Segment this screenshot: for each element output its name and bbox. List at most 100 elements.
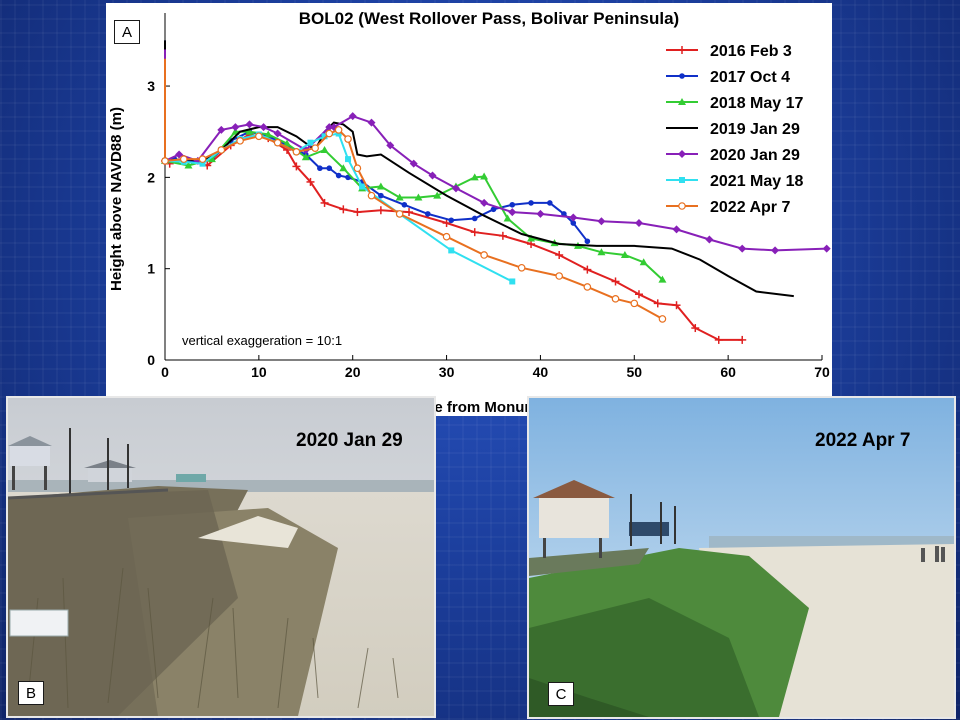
marker-diamond: [480, 198, 489, 207]
marker-open-circle: [480, 251, 488, 259]
marker-diamond: [325, 123, 334, 132]
profile-chart: 0 10 20 30 40 50 60 70 0 1 2 3 BOL02 (West Rollover …: [108, 9, 831, 416]
marker-circle: [570, 220, 577, 226]
y-tick-label: 3: [147, 78, 155, 94]
photo-b-date: 2020 Jan 29: [296, 430, 403, 451]
marker-diamond: [245, 120, 254, 129]
y-tick-label: 2: [147, 169, 155, 185]
marker-circle: [509, 201, 516, 208]
marker-open-circle: [630, 299, 639, 308]
marker-triangle: [480, 172, 489, 180]
series-2022-apr-7: [161, 58, 667, 323]
marker-open-circle: [367, 191, 376, 200]
x-tick-label: 0: [161, 364, 169, 380]
marker-circle: [679, 73, 685, 79]
marker-triangle: [283, 139, 292, 147]
marker-diamond: [259, 123, 268, 132]
marker-plus: [320, 198, 329, 207]
marker-triangle: [414, 193, 423, 201]
marker-diamond: [771, 246, 780, 255]
marker-circle: [561, 211, 567, 217]
marker-open-circle: [334, 126, 343, 134]
marker-diamond: [329, 123, 338, 132]
marker-triangle: [207, 155, 216, 163]
marker-square: [509, 278, 516, 285]
marker-diamond: [231, 123, 240, 132]
y-axis-label: Height above NAVD88 (m): [108, 107, 125, 291]
marker-open-circle: [658, 315, 667, 323]
marker-square: [199, 160, 206, 167]
marker-open-circle: [325, 129, 334, 138]
legend-entry: 2021 May 18: [710, 173, 804, 190]
marker-diamond: [597, 217, 606, 226]
marker-diamond: [634, 219, 643, 228]
series-line: [164, 40, 794, 298]
marker-plus: [498, 231, 507, 240]
marker-open-circle: [161, 157, 169, 165]
marker-circle: [378, 192, 384, 199]
series-line: [164, 58, 663, 320]
marker-circle: [471, 215, 478, 222]
marker-triangle: [503, 214, 512, 222]
photo-2020: 2020 Jan 29 B: [6, 396, 436, 718]
marker-open-circle: [517, 263, 526, 272]
photo-c-date: 2022 Apr 7: [815, 430, 911, 451]
marker-open-circle: [611, 295, 620, 303]
marker-square: [448, 247, 455, 254]
marker-circle: [490, 206, 497, 213]
photo-c-label: C: [548, 682, 574, 706]
photo-b-label: B: [18, 681, 44, 705]
x-tick-label: 60: [720, 364, 736, 380]
x-tick-label: 20: [345, 364, 361, 380]
marker-open-circle: [395, 210, 404, 218]
marker-plus: [306, 177, 315, 186]
dune-photo-2020: [8, 398, 434, 716]
marker-triangle: [620, 250, 629, 258]
series-2018-may-17: [161, 58, 667, 283]
marker-circle: [335, 172, 342, 179]
marker-circle: [401, 201, 408, 208]
marker-circle: [425, 211, 431, 217]
photo-2022: 2022 Apr 7 C: [527, 396, 956, 719]
marker-plus: [376, 206, 385, 215]
marker-circle: [326, 165, 333, 172]
marker-diamond: [367, 118, 376, 127]
marker-diamond: [386, 141, 395, 150]
marker-open-circle: [236, 137, 244, 145]
marker-plus: [634, 290, 643, 299]
marker-plus: [672, 301, 681, 310]
marker-triangle: [264, 130, 273, 138]
x-tick-label: 70: [814, 364, 830, 380]
marker-plus: [678, 46, 686, 54]
marker-open-circle: [255, 132, 263, 141]
marker-open-circle: [555, 272, 564, 280]
marker-open-circle: [583, 283, 592, 291]
marker-diamond: [508, 208, 517, 217]
marker-plus: [653, 299, 662, 308]
marker-triangle: [658, 275, 667, 283]
marker-square: [679, 177, 685, 183]
marker-plus: [555, 250, 564, 259]
marker-diamond: [536, 209, 545, 218]
marker-plus: [442, 219, 451, 228]
series-2019-jan-29: [164, 40, 794, 298]
marker-plus: [583, 265, 592, 274]
marker-plus: [714, 335, 723, 344]
marker-diamond: [451, 184, 460, 193]
legend-entry: 2019 Jan 29: [710, 121, 800, 138]
marker-triangle: [184, 161, 193, 169]
marker-plus: [738, 335, 747, 344]
y-tick-label: 1: [147, 261, 155, 277]
marker-diamond: [705, 235, 714, 244]
x-tick-label: 30: [439, 364, 455, 380]
marker-plus: [405, 208, 414, 217]
marker-diamond: [428, 171, 437, 180]
dune-photo-2022: [529, 398, 954, 717]
marker-triangle: [678, 98, 686, 105]
marker-square: [345, 156, 352, 163]
chart-title: BOL02 (West Rollover Pass, Bolivar Penin…: [299, 9, 679, 28]
marker-circle: [547, 200, 553, 206]
series-2016-feb-3: [161, 45, 747, 344]
marker-plus: [611, 277, 620, 286]
x-tick-label: 10: [251, 364, 267, 380]
